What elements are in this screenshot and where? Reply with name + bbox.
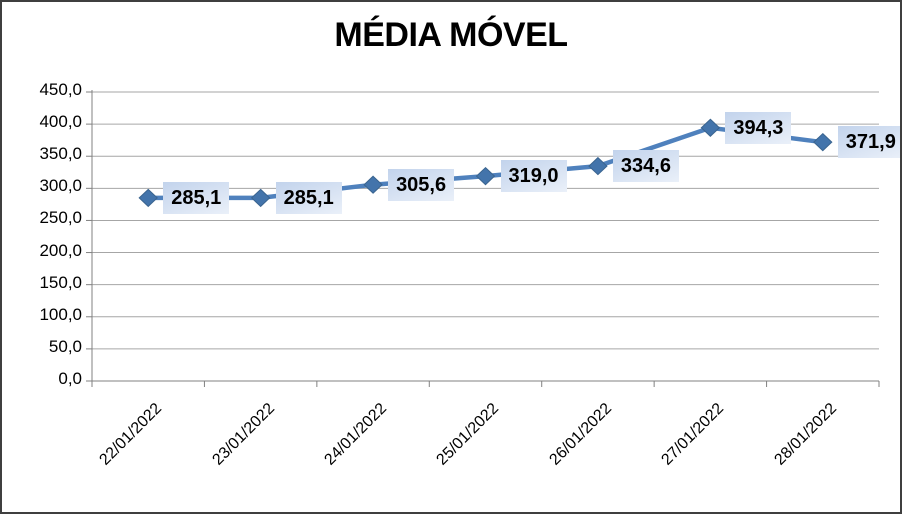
y-tick-label: 100,0: [39, 304, 82, 324]
y-tick-label: 400,0: [39, 112, 82, 132]
data-point-marker: [813, 132, 833, 152]
data-label: 305,6: [388, 168, 455, 201]
data-label: 334,6: [612, 150, 679, 183]
y-tick-label: 150,0: [39, 272, 82, 292]
data-point-marker: [250, 188, 271, 208]
y-tick-label: 200,0: [39, 240, 82, 260]
chart-title: MÉDIA MÓVEL: [334, 16, 568, 54]
data-label: 285,1: [275, 181, 342, 214]
data-point-marker: [700, 118, 721, 137]
series-line: [145, 125, 826, 201]
y-tick-label: 300,0: [39, 176, 82, 196]
y-tick-label: 50,0: [48, 336, 82, 356]
y-tick-label: 450,0: [39, 80, 82, 99]
data-label: 285,1: [163, 181, 230, 214]
y-tick-label: 350,0: [39, 144, 82, 164]
data-point-marker: [138, 188, 158, 208]
data-label: 394,3: [725, 111, 792, 144]
data-point-marker: [475, 166, 496, 186]
data-label: 319,0: [500, 160, 567, 193]
data-label: 371,9: [837, 126, 900, 159]
y-tick-label: 0,0: [58, 369, 82, 388]
data-point-marker: [588, 156, 608, 176]
y-tick-label: 250,0: [39, 208, 82, 228]
data-point-marker: [363, 175, 383, 194]
